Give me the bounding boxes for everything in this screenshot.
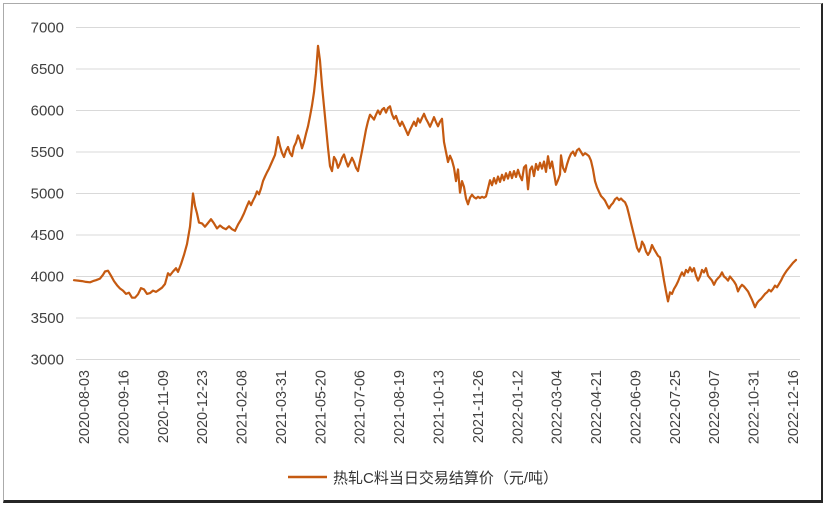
x-tick-label: 2021-05-20 — [313, 370, 329, 444]
y-tick-label: 3000 — [31, 352, 64, 369]
x-tick-label: 2022-01-12 — [510, 370, 526, 444]
x-tick-label: 2020-09-16 — [116, 370, 132, 444]
legend-label: 热轧C料当日交易结算价（元/吨） — [333, 469, 558, 487]
x-tick-label: 2021-11-26 — [471, 370, 487, 443]
y-tick-label: 4000 — [31, 269, 64, 286]
x-tick-label: 2022-04-21 — [589, 370, 605, 444]
y-tick-label: 6500 — [31, 61, 64, 78]
y-tick-label: 4500 — [31, 227, 64, 244]
x-tick-label: 2021-07-06 — [353, 370, 369, 444]
x-axis-labels: 2020-08-03 2020-09-16 2020-11-09 2020-12-23… — [77, 370, 802, 444]
price-line-series — [72, 44, 798, 309]
y-tick-label: 5500 — [31, 144, 64, 161]
x-tick-label: 2022-12-16 — [786, 370, 802, 444]
x-tick-label: 2021-10-13 — [432, 370, 448, 444]
x-tick-label: 2020-12-23 — [195, 370, 211, 444]
x-tick-label: 2020-08-03 — [77, 370, 93, 444]
legend: 热轧C料当日交易结算价（元/吨） — [288, 469, 558, 487]
gridlines — [76, 27, 800, 360]
x-tick-label: 2020-11-09 — [156, 370, 172, 443]
x-tick-label: 2021-02-08 — [235, 370, 251, 444]
y-tick-label: 7000 — [31, 20, 64, 37]
x-tick-label: 2022-09-07 — [707, 370, 723, 444]
y-tick-label: 5000 — [31, 186, 64, 203]
y-axis-labels: 7000 6500 6000 5500 5000 4500 4000 3500 3000 — [31, 20, 64, 369]
x-tick-label: 2022-10-31 — [747, 370, 763, 444]
y-tick-label: 6000 — [31, 103, 64, 120]
x-tick-label: 2022-03-04 — [550, 370, 566, 444]
x-tick-label: 2021-03-31 — [274, 370, 290, 444]
x-tick-label: 2021-08-19 — [392, 370, 408, 444]
y-tick-label: 3500 — [31, 310, 64, 327]
x-tick-label: 2022-07-25 — [668, 370, 684, 444]
x-tick-label: 2022-06-09 — [628, 370, 644, 444]
